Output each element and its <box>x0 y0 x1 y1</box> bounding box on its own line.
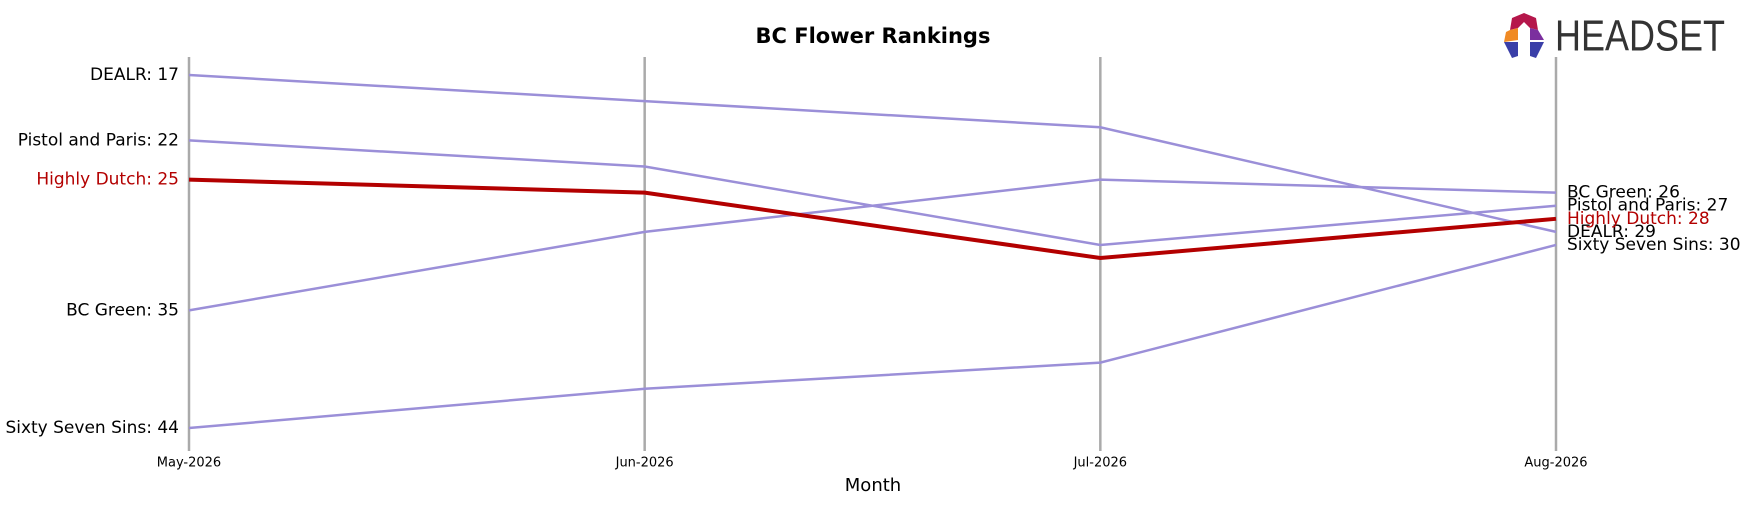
rank-label: Pistol and Paris: 22 <box>18 130 179 150</box>
rank-label: BC Green: 26 <box>1567 183 1680 203</box>
rank-label: Highly Dutch: 25 <box>36 170 179 190</box>
x-tick-label: Jul-2026 <box>1073 456 1127 471</box>
rank-label: DEALR: 17 <box>90 65 179 85</box>
rank-label: Sixty Seven Sins: 44 <box>5 418 179 438</box>
rank-line <box>188 139 1557 247</box>
logo-icon <box>1530 42 1544 58</box>
rank-label: Highly Dutch: 28 <box>1567 209 1710 229</box>
chart-title: BC Flower Rankings <box>756 24 991 48</box>
x-axis-label: Month <box>845 475 901 496</box>
x-tick-label: Jun-2026 <box>615 456 674 471</box>
rank-line <box>188 243 1557 430</box>
logo-text: HEADSET <box>1555 12 1725 61</box>
rank-label: BC Green: 35 <box>66 300 179 320</box>
logo-icon <box>1504 42 1518 58</box>
x-tick-label: May-2026 <box>157 456 221 471</box>
rank-line <box>188 177 1557 261</box>
rank-label: DEALR: 29 <box>1567 222 1656 242</box>
rank-label: Sixty Seven Sins: 30 <box>1567 235 1741 255</box>
logo-icon <box>1530 28 1544 40</box>
logo: HEADSET <box>1504 12 1725 61</box>
rank-line <box>188 73 1557 234</box>
logo-icon <box>1510 13 1538 30</box>
logo-icon <box>1504 28 1518 42</box>
rank-label: Pistol and Paris: 27 <box>1567 196 1728 216</box>
x-tick-label: Aug-2026 <box>1524 456 1587 471</box>
rank-line <box>188 178 1557 312</box>
